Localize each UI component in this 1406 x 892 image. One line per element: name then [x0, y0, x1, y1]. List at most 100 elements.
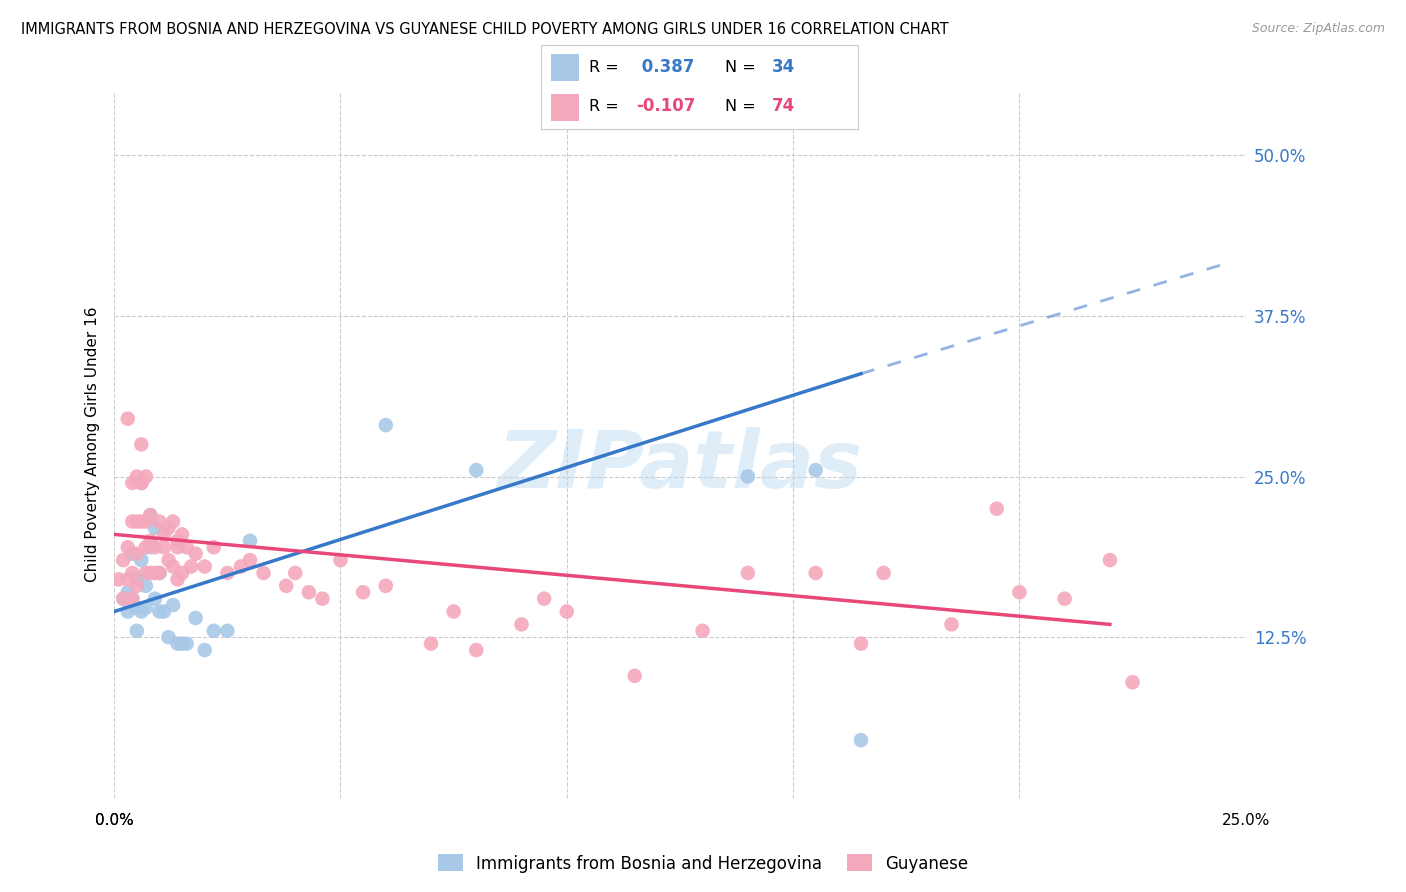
Text: R =: R =: [589, 99, 619, 114]
Point: [153, 527, 176, 541]
Point: [194, 643, 217, 657]
Point: [153, 541, 176, 555]
FancyBboxPatch shape: [551, 54, 579, 81]
Text: 74: 74: [772, 97, 796, 115]
Y-axis label: Child Poverty Among Girls Under 16: Child Poverty Among Girls Under 16: [86, 307, 100, 582]
Point: [148, 566, 170, 580]
Point: [143, 591, 166, 606]
Point: [172, 527, 194, 541]
Point: [139, 508, 162, 522]
Point: [131, 605, 153, 619]
Point: [239, 533, 262, 548]
Point: [1008, 585, 1031, 599]
Point: [139, 533, 162, 548]
Point: [125, 600, 148, 615]
Point: [176, 541, 198, 555]
Point: [284, 566, 307, 580]
Text: 25.0%: 25.0%: [1222, 814, 1270, 829]
Point: [148, 605, 170, 619]
Point: [143, 521, 166, 535]
Point: [131, 553, 153, 567]
Point: [849, 637, 872, 651]
Point: [176, 637, 198, 651]
Point: [986, 501, 1008, 516]
Point: [443, 605, 465, 619]
Point: [374, 579, 396, 593]
Text: 0.0%: 0.0%: [94, 814, 134, 829]
Point: [139, 566, 162, 580]
Point: [135, 469, 157, 483]
Point: [135, 579, 157, 593]
Point: [121, 591, 143, 606]
Point: [121, 566, 143, 580]
Text: -0.107: -0.107: [637, 97, 696, 115]
Point: [804, 463, 827, 477]
Point: [125, 573, 148, 587]
Point: [941, 617, 963, 632]
Point: [112, 553, 135, 567]
Point: [117, 411, 139, 425]
Point: [737, 469, 759, 483]
Point: [135, 515, 157, 529]
Point: [555, 605, 578, 619]
Point: [1098, 553, 1121, 567]
Point: [148, 566, 170, 580]
Point: [217, 624, 239, 638]
Text: 34: 34: [772, 59, 796, 77]
Point: [143, 541, 166, 555]
Point: [298, 585, 321, 599]
Point: [239, 553, 262, 567]
Point: [125, 579, 148, 593]
Legend: Immigrants from Bosnia and Herzegovina, Guyanese: Immigrants from Bosnia and Herzegovina, …: [430, 847, 976, 880]
Point: [166, 533, 188, 548]
Point: [148, 515, 170, 529]
Point: [510, 617, 533, 632]
Point: [125, 547, 148, 561]
Point: [166, 637, 188, 651]
Point: [166, 573, 188, 587]
Point: [139, 508, 162, 522]
Point: [125, 469, 148, 483]
Point: [112, 591, 135, 606]
Point: [533, 591, 555, 606]
Text: N =: N =: [725, 60, 761, 75]
Point: [143, 566, 166, 580]
Point: [121, 591, 143, 606]
Point: [692, 624, 714, 638]
Point: [202, 624, 225, 638]
Text: R =: R =: [589, 60, 619, 75]
Point: [184, 611, 207, 625]
Point: [162, 515, 184, 529]
Point: [737, 566, 759, 580]
Point: [849, 733, 872, 747]
Point: [117, 573, 139, 587]
Text: 0.387: 0.387: [637, 59, 695, 77]
Point: [117, 605, 139, 619]
Point: [131, 475, 153, 490]
Point: [112, 591, 135, 606]
Point: [252, 566, 274, 580]
Point: [117, 541, 139, 555]
Point: [172, 637, 194, 651]
Point: [157, 521, 180, 535]
Point: [117, 585, 139, 599]
Point: [465, 643, 488, 657]
Point: [166, 541, 188, 555]
Point: [139, 541, 162, 555]
Point: [121, 475, 143, 490]
Point: [131, 475, 153, 490]
Point: [1121, 675, 1143, 690]
Point: [153, 605, 176, 619]
Point: [157, 630, 180, 644]
Point: [121, 515, 143, 529]
Point: [311, 591, 333, 606]
Point: [180, 559, 202, 574]
Point: [229, 559, 252, 574]
Point: [172, 566, 194, 580]
Point: [1053, 591, 1076, 606]
Point: [135, 541, 157, 555]
Text: 0.0%: 0.0%: [94, 814, 134, 829]
Text: N =: N =: [725, 99, 761, 114]
Point: [352, 585, 374, 599]
Point: [276, 579, 298, 593]
